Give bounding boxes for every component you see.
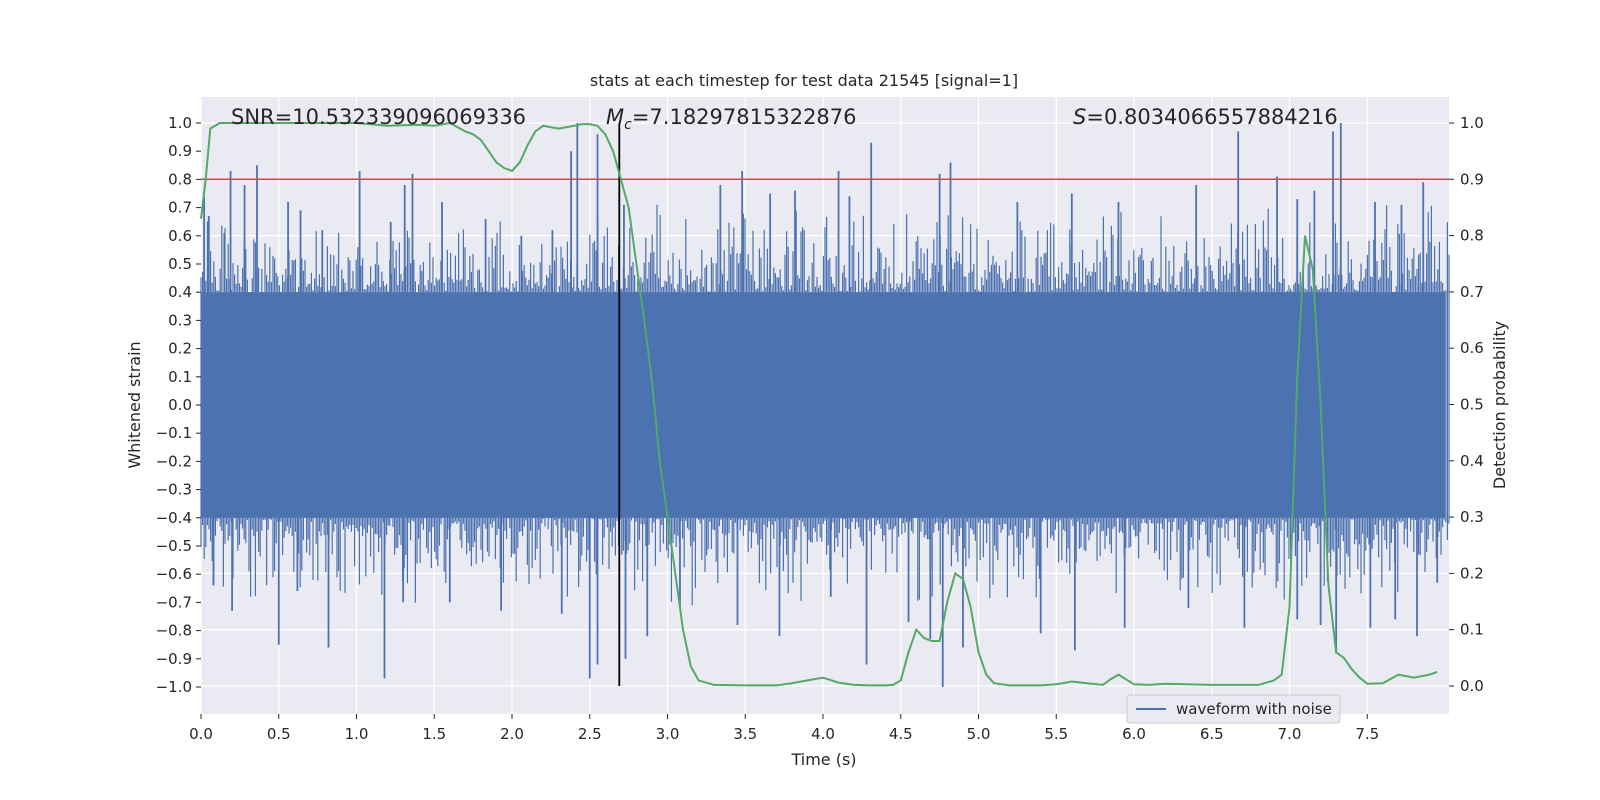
y2-tick-label: 0.8 — [1460, 227, 1484, 245]
y-tick-label: 0.6 — [168, 227, 192, 245]
x-tick-label: 7.0 — [1278, 725, 1302, 743]
y-tick-label: −0.7 — [156, 593, 192, 611]
y-tick-label: 0.0 — [168, 396, 192, 414]
legend: waveform with noise — [1126, 694, 1341, 724]
x-tick-label: 3.0 — [656, 725, 680, 743]
x-tick-label: 5.0 — [967, 725, 991, 743]
y2-tick-label: 0.4 — [1460, 452, 1484, 470]
x-tick-label: 6.0 — [1122, 725, 1146, 743]
s-symbol: S — [1073, 105, 1086, 129]
y-tick-label: 0.5 — [168, 255, 192, 273]
y2-tick-label: 0.5 — [1460, 396, 1484, 414]
x-tick-label: 1.0 — [345, 725, 369, 743]
y2-tick-label: 0.2 — [1460, 564, 1484, 582]
snr-annotation: SNR=10.532339096069336 — [231, 105, 526, 129]
x-tick-label: 7.5 — [1355, 725, 1379, 743]
x-tick-label: 0.0 — [189, 725, 213, 743]
y2-tick-label: 0.6 — [1460, 339, 1484, 357]
y-tick-label: 0.4 — [168, 283, 192, 301]
y2-tick-label: 1.0 — [1460, 114, 1484, 132]
x-tick-label: 3.5 — [733, 725, 757, 743]
y-tick-label: 0.3 — [168, 311, 192, 329]
s-annotation: S=0.8034066557884216 — [1073, 105, 1338, 129]
y-tick-label: −1.0 — [156, 678, 192, 696]
y-axis-label: Whitened strain — [125, 341, 144, 468]
y-tick-label: 0.8 — [168, 170, 192, 188]
chart-title: stats at each timestep for test data 215… — [590, 71, 1018, 90]
detection-probability-line — [200, 121, 1438, 687]
mc-value: =7.18297815322876 — [632, 105, 857, 129]
mc-symbol: M — [606, 105, 624, 129]
y2-tick-label: 0.9 — [1460, 170, 1484, 188]
y-tick-label: 0.1 — [168, 368, 192, 386]
legend-label-waveform: waveform with noise — [1176, 700, 1332, 718]
y-tick-label: 0.7 — [168, 199, 192, 217]
y-axis-ticks: 1.0 0.9 0.8 0.7 0.6 0.5 0.4 0.3 0.2 0.1 0.0 −0.1 −0.… — [156, 114, 201, 696]
legend-box — [1126, 694, 1341, 724]
y-tick-label: −0.5 — [156, 537, 192, 555]
mc-subscript: c — [624, 117, 632, 133]
x-tick-label: 2.5 — [578, 725, 602, 743]
y-tick-label: −0.1 — [156, 424, 192, 442]
y-tick-label: −0.4 — [156, 509, 192, 527]
y2-tick-label: 0.0 — [1460, 677, 1484, 695]
y2-tick-label: 0.1 — [1460, 621, 1484, 639]
mc-annotation: Mc=7.18297815322876 — [606, 105, 857, 133]
y2-tick-label: 0.7 — [1460, 283, 1484, 301]
y-tick-label: −0.9 — [156, 650, 192, 668]
x-tick-label: 0.5 — [267, 725, 291, 743]
y-tick-label: −0.8 — [156, 622, 192, 640]
y2-axis-ticks: 1.0 0.9 0.8 0.7 0.6 0.5 0.4 0.3 0.2 0.1 0.0 — [1449, 114, 1484, 695]
x-tick-label: 1.5 — [422, 725, 446, 743]
y-tick-label: 1.0 — [168, 114, 192, 132]
x-tick-label: 4.0 — [811, 725, 835, 743]
y2-axis-label: Detection probability — [1490, 321, 1509, 489]
waveform-noise — [200, 204, 1450, 606]
y-tick-label: 0.9 — [168, 142, 192, 160]
y-tick-label: −0.2 — [156, 452, 192, 470]
x-axis-label: Time (s) — [790, 750, 856, 769]
x-tick-label: 6.5 — [1200, 725, 1224, 743]
s-value: =0.8034066557884216 — [1086, 105, 1337, 129]
x-axis-ticks: 0.0 0.5 1.0 1.5 2.0 2.5 3.0 3.5 4.0 4.5 5.0 5.5 6.0 6… — [189, 714, 1379, 743]
y-tick-label: −0.3 — [156, 481, 192, 499]
y-tick-label: 0.2 — [168, 340, 192, 358]
x-tick-label: 4.5 — [889, 725, 913, 743]
y2-tick-label: 0.3 — [1460, 508, 1484, 526]
x-tick-label: 2.0 — [500, 725, 524, 743]
waveform-series — [200, 123, 1450, 687]
y-tick-label: −0.6 — [156, 565, 192, 583]
x-tick-label: 5.5 — [1044, 725, 1068, 743]
